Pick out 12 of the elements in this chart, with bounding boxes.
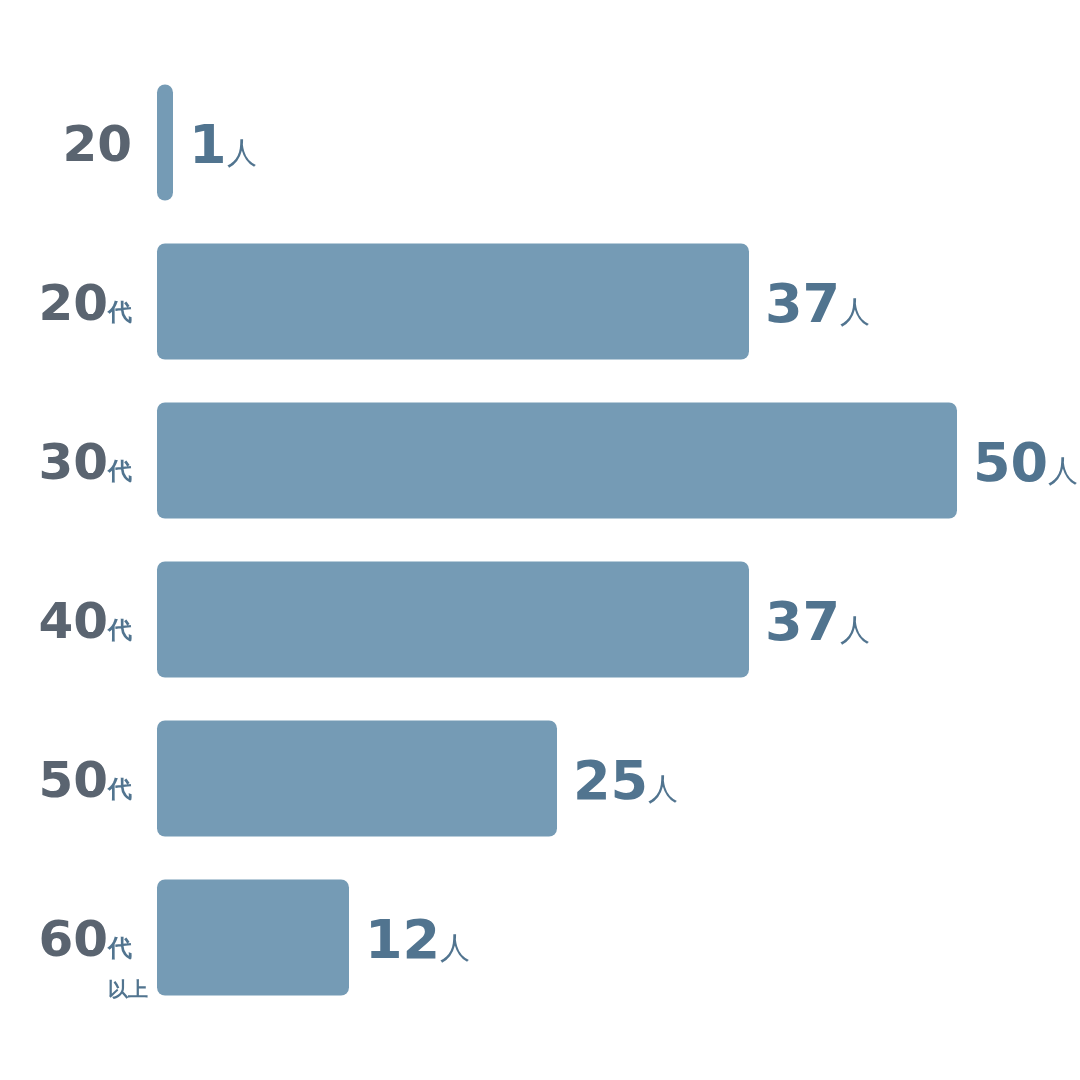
y-tick-label: 20代 (38, 273, 132, 332)
data-label: 25人 (573, 748, 679, 812)
data-label: 1人 (189, 112, 257, 176)
y-tick-label: 40代 (38, 591, 132, 650)
y-tick-label: 60代以上 (38, 909, 148, 1001)
y-tick-label: 50代 (38, 750, 132, 809)
data-label: 37人 (765, 589, 871, 653)
data-label: 12人 (365, 907, 471, 971)
data-label: 50人 (973, 430, 1079, 494)
y-tick-label: 30代 (38, 432, 132, 491)
data-label: 37人 (765, 271, 871, 335)
y-tick-label: 20 (62, 114, 132, 173)
